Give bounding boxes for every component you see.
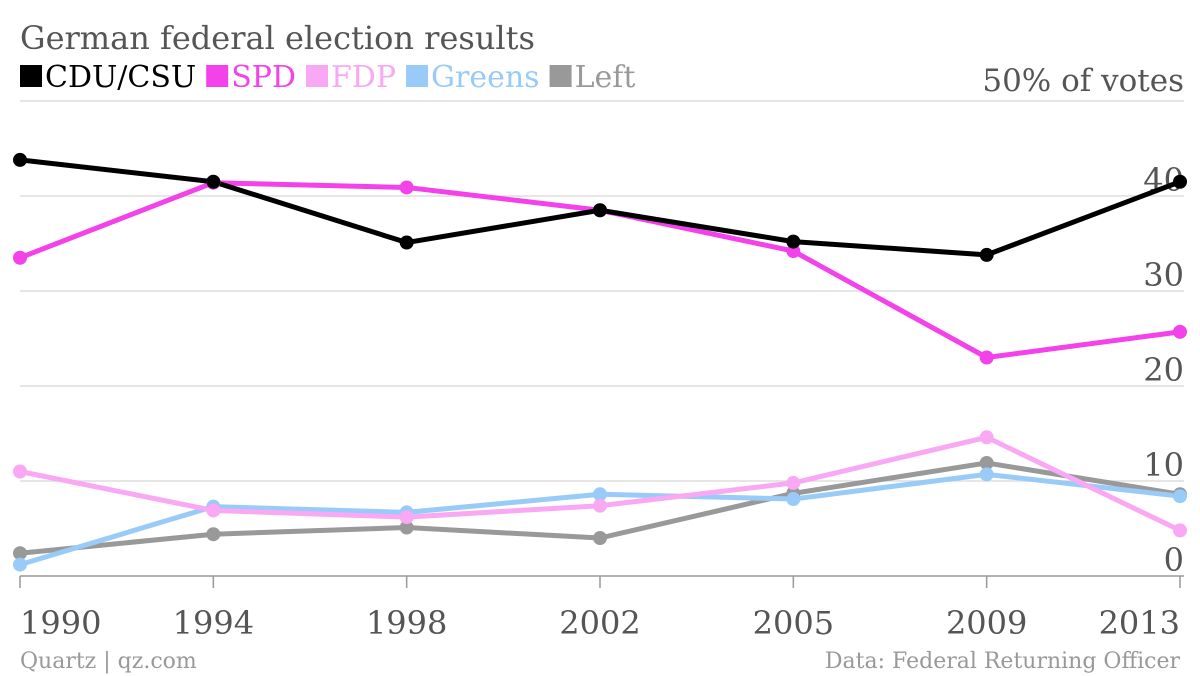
x-tick-label: 2009 <box>946 604 1027 642</box>
gridlines <box>20 100 1184 577</box>
data-point-spd <box>399 180 414 195</box>
legend-swatch-greens <box>406 65 429 87</box>
y-axis-unit-label: 50% of votes <box>982 63 1184 99</box>
legend-label-fdp: FDP <box>331 60 396 95</box>
data-point-left <box>206 527 221 542</box>
y-tick-label: 20 <box>1143 351 1184 389</box>
data-point-cdu-csu <box>593 203 607 218</box>
data-point-left <box>13 546 27 561</box>
data-point-greens <box>1173 489 1187 504</box>
data-point-greens <box>786 492 801 507</box>
data-point-left <box>979 455 994 470</box>
data-point-left <box>593 531 607 545</box>
data-point-fdp <box>1173 523 1187 538</box>
data-point-cdu-csu <box>206 174 221 189</box>
data-source: Data: Federal Returning Officer <box>825 649 1181 674</box>
x-axis-tick-labels: 1990 1994 1998 2002 2005 2009 2013 <box>20 604 1180 642</box>
x-tick-label: 1998 <box>366 604 447 642</box>
x-tick-label: 1990 <box>20 604 101 642</box>
x-tick-label: 2013 <box>1099 604 1180 642</box>
data-point-cdu-csu <box>13 152 27 167</box>
data-point-left <box>399 520 414 535</box>
data-point-spd <box>13 250 27 265</box>
legend-label-greens: Greens <box>431 60 540 95</box>
legend-swatch-left <box>549 65 572 87</box>
data-point-fdp <box>593 498 607 513</box>
x-axis-ticks <box>19 576 1181 588</box>
data-point-cdu-csu <box>399 235 414 250</box>
legend-label-left: Left <box>575 60 636 95</box>
x-tick-label: 1994 <box>173 604 254 642</box>
legend-swatch-cdu-csu <box>20 65 42 87</box>
data-point-greens <box>13 557 27 572</box>
x-tick-label: 2002 <box>559 604 640 642</box>
data-point-spd <box>979 350 994 365</box>
data-point-greens <box>979 467 994 482</box>
y-tick-label: 30 <box>1143 256 1184 294</box>
series-points <box>13 152 1187 572</box>
data-point-cdu-csu <box>979 247 994 262</box>
x-tick-label: 2005 <box>753 604 834 642</box>
y-tick-label: 0 <box>1164 541 1184 579</box>
legend-label-spd: SPD <box>231 60 296 95</box>
data-point-fdp <box>206 503 221 518</box>
data-point-spd <box>1173 324 1187 339</box>
y-tick-label: 10 <box>1143 446 1184 484</box>
legend-label-cdu-csu: CDU/CSU <box>45 60 196 95</box>
data-point-fdp <box>399 510 414 525</box>
data-point-greens <box>593 487 607 502</box>
legend: CDU/CSU SPD FDP Greens Left <box>20 60 635 95</box>
data-point-cdu-csu <box>1173 174 1187 189</box>
data-point-fdp <box>13 464 27 479</box>
data-point-fdp <box>979 430 994 445</box>
source-credit: Quartz | qz.com <box>20 649 197 674</box>
legend-swatch-fdp <box>305 65 328 87</box>
data-point-cdu-csu <box>786 234 801 249</box>
series-line-fdp <box>17 434 1183 533</box>
legend-swatch-spd <box>206 65 229 87</box>
data-point-fdp <box>786 475 801 490</box>
chart-title: German federal election results <box>20 19 535 57</box>
